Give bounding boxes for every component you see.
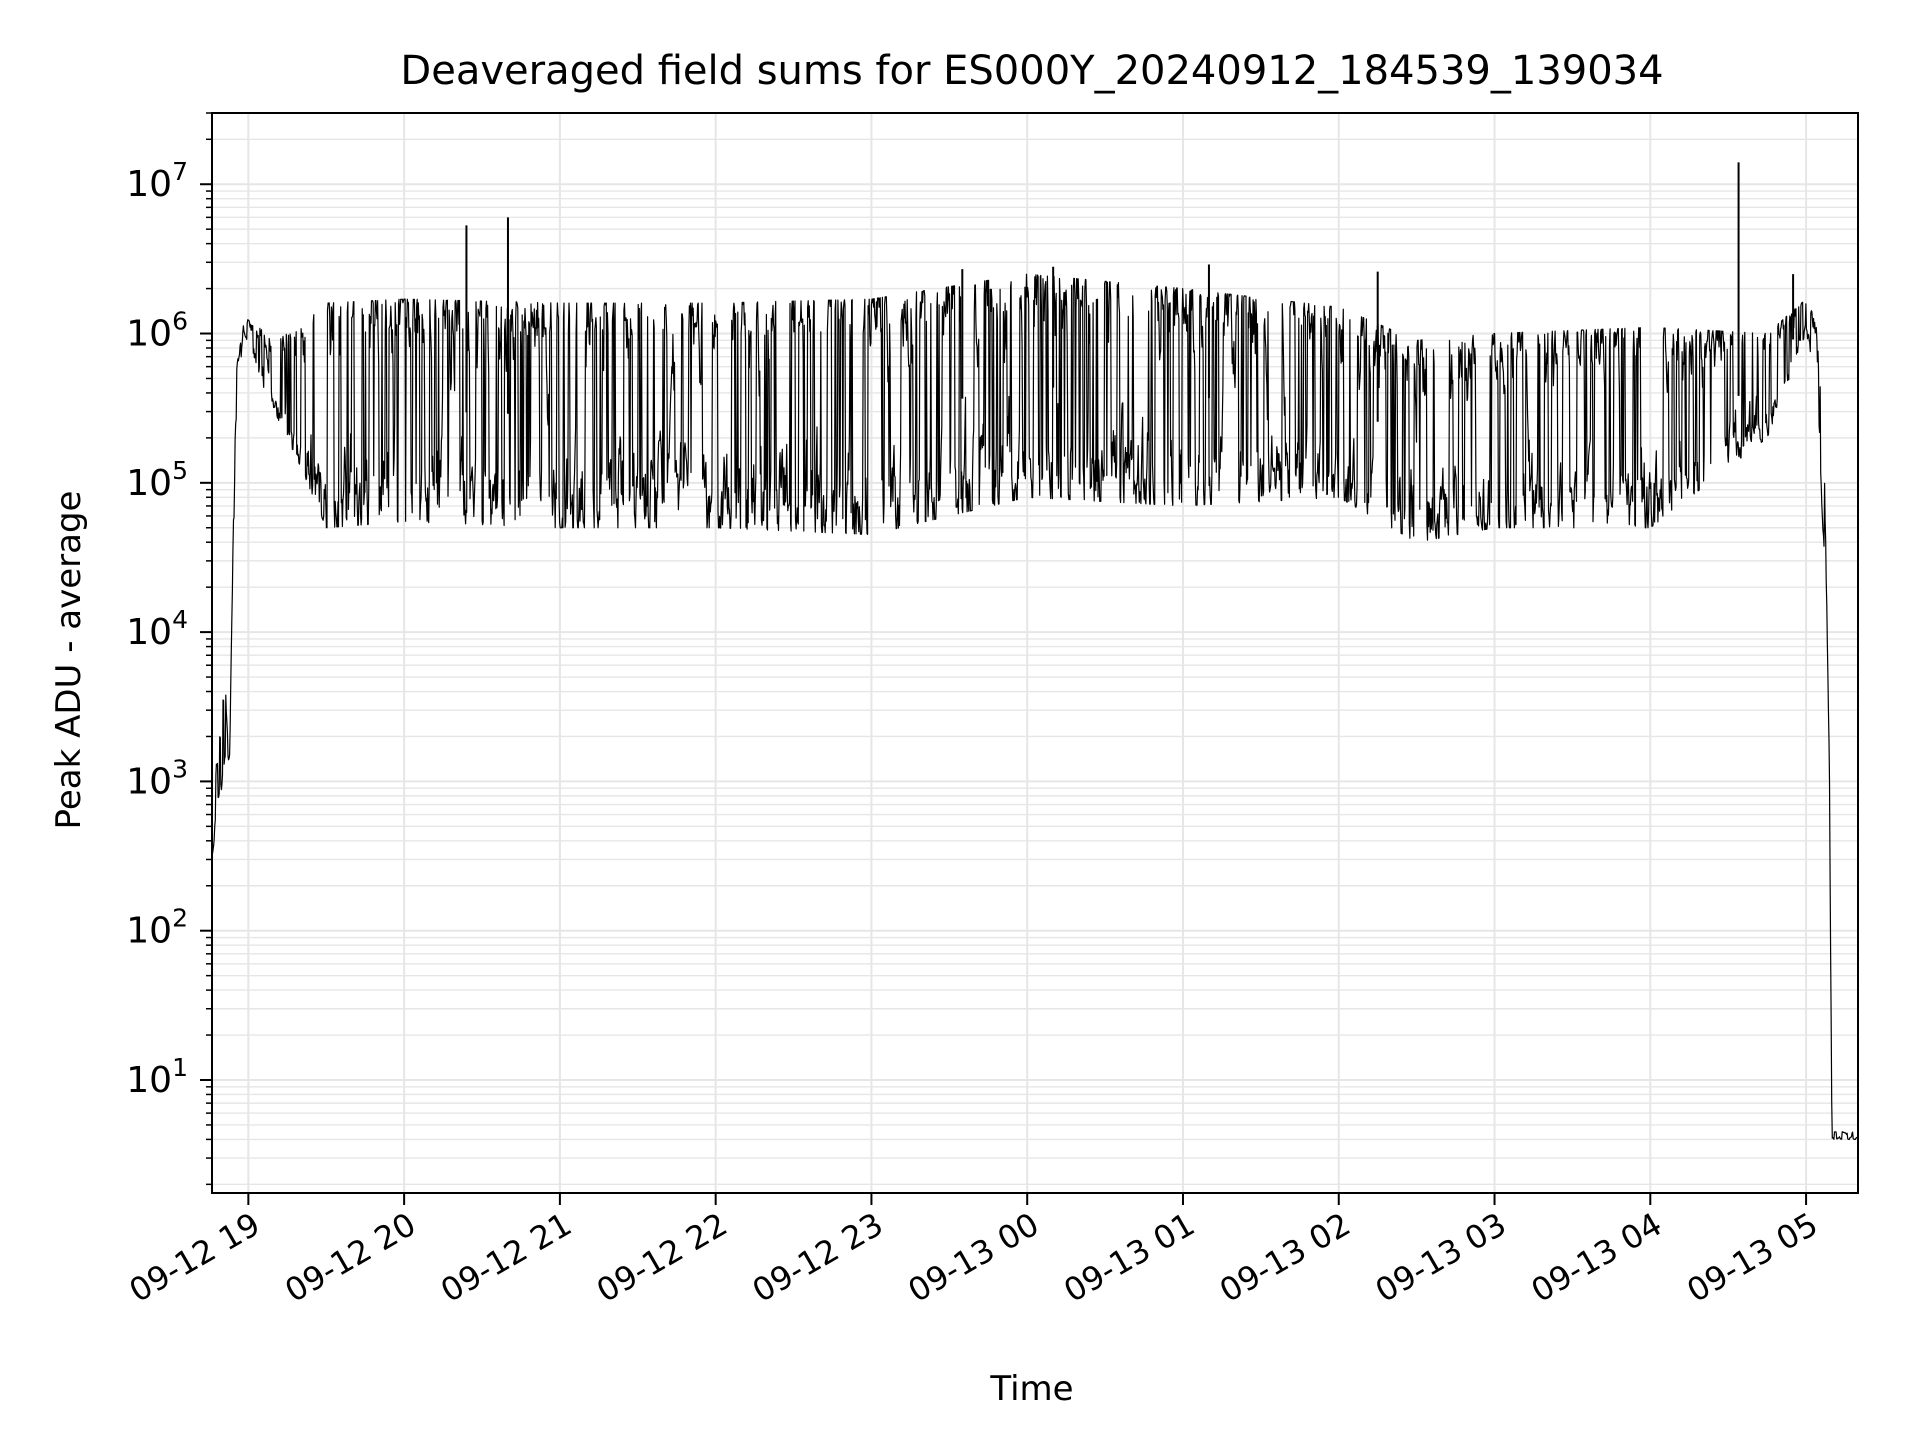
series-path	[211, 273, 1859, 1140]
y-axis-label: Peak ADU - average	[49, 491, 89, 830]
grid	[212, 112, 1858, 1193]
series-line	[211, 162, 1859, 1140]
y-axis-ticks: 101 102 103 104 105 106 107	[126, 112, 212, 1186]
y-tick-label: 103	[126, 754, 188, 802]
y-tick-label: 104	[126, 605, 188, 653]
y-tick-label: 107	[126, 157, 188, 205]
chart-title: Deaveraged field sums for ES000Y_2024091…	[400, 48, 1663, 94]
y-tick-label: 101	[126, 1053, 188, 1101]
y-tick-label: 102	[126, 904, 188, 952]
y-tick-label: 106	[126, 307, 188, 355]
x-axis-label: Time	[989, 1369, 1073, 1409]
y-tick-label: 105	[126, 456, 188, 504]
plot-frame	[211, 112, 1859, 1194]
